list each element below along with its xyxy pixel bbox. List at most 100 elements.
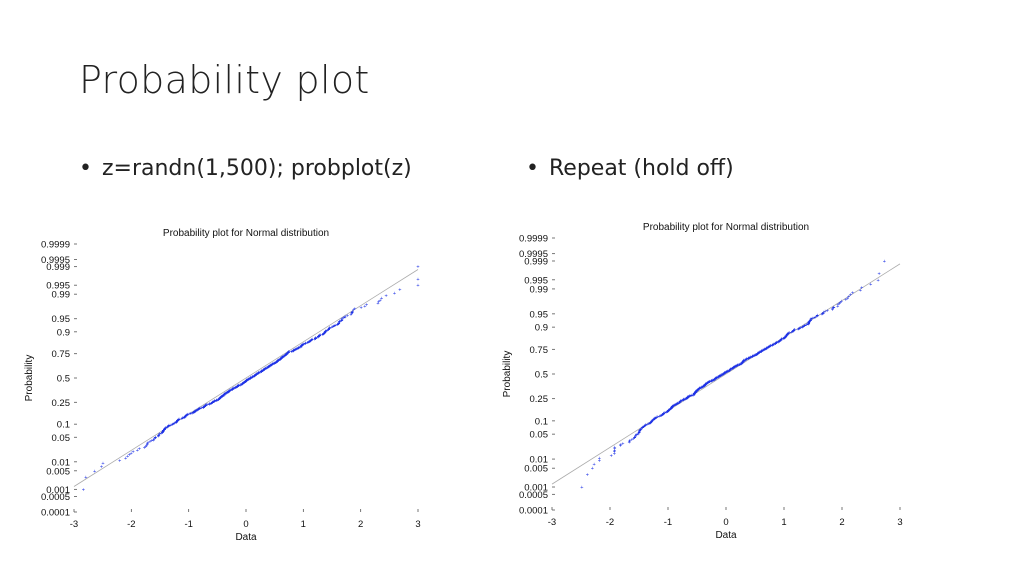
data-point: + xyxy=(786,332,789,338)
data-point: + xyxy=(244,379,247,385)
data-point: + xyxy=(876,278,879,284)
data-point: + xyxy=(674,402,677,408)
data-point: + xyxy=(787,331,790,337)
data-point: + xyxy=(792,328,795,334)
data-point: + xyxy=(704,382,707,388)
data-point: + xyxy=(732,365,735,371)
data-point: + xyxy=(728,369,731,375)
data-point: + xyxy=(721,372,724,378)
data-point: + xyxy=(719,373,722,379)
data-point: + xyxy=(188,412,191,418)
data-point: + xyxy=(93,469,96,475)
data-point: + xyxy=(176,419,179,425)
data-point: + xyxy=(831,307,834,313)
data-point: + xyxy=(767,345,770,351)
data-point: + xyxy=(809,318,812,324)
data-point: + xyxy=(780,337,783,343)
data-point: + xyxy=(158,432,161,438)
data-point: + xyxy=(220,394,223,400)
data-point: + xyxy=(758,350,761,356)
data-point: + xyxy=(702,384,705,390)
data-point: + xyxy=(331,325,334,331)
data-point: + xyxy=(227,389,230,395)
data-point: + xyxy=(214,398,217,404)
data-point: + xyxy=(255,372,258,378)
data-point: + xyxy=(724,370,727,376)
data-point: + xyxy=(398,287,401,293)
data-point: + xyxy=(138,447,141,453)
data-point: + xyxy=(223,392,226,398)
data-point: + xyxy=(255,372,258,378)
data-point: + xyxy=(744,357,747,363)
data-point: + xyxy=(190,411,193,417)
data-point: + xyxy=(211,401,214,407)
data-point: + xyxy=(667,409,670,415)
data-point: + xyxy=(670,405,673,411)
data-point: + xyxy=(213,399,216,405)
data-point: + xyxy=(705,381,708,387)
data-point: + xyxy=(694,390,697,396)
data-point: + xyxy=(279,356,282,362)
data-point: + xyxy=(225,390,228,396)
data-point: + xyxy=(246,377,249,383)
y-tick-label: 0.995 xyxy=(524,275,548,286)
data-point: + xyxy=(815,314,818,320)
data-point: + xyxy=(720,372,723,378)
data-point: + xyxy=(284,353,287,359)
data-point: + xyxy=(760,349,763,355)
data-point: + xyxy=(778,338,781,344)
data-point: + xyxy=(809,317,812,323)
data-point: + xyxy=(769,344,772,350)
data-point: + xyxy=(658,414,661,420)
data-point: + xyxy=(647,421,650,427)
data-point: + xyxy=(285,352,288,358)
data-point: + xyxy=(650,419,653,425)
data-point: + xyxy=(152,437,155,443)
data-point: + xyxy=(270,363,273,369)
data-point: + xyxy=(243,380,246,386)
data-point: + xyxy=(146,440,149,446)
data-point: + xyxy=(683,397,686,403)
data-point: + xyxy=(792,329,795,335)
data-point: + xyxy=(741,360,744,366)
slide-title: Probability plot xyxy=(79,58,370,102)
data-point: + xyxy=(231,387,234,393)
data-point: + xyxy=(878,272,881,278)
data-point: + xyxy=(231,386,234,392)
data-point: + xyxy=(246,378,249,384)
y-tick-label: 0.25 xyxy=(530,394,549,405)
data-point: + xyxy=(379,298,382,304)
y-tick-label: 0.9995 xyxy=(519,249,548,260)
data-point: + xyxy=(215,398,218,404)
data-point: + xyxy=(792,328,795,334)
y-tick-label: 0.9 xyxy=(535,323,548,334)
data-point: + xyxy=(771,343,774,349)
data-point: + xyxy=(682,398,685,404)
data-point: + xyxy=(218,396,221,402)
data-point: + xyxy=(756,352,759,358)
data-point: + xyxy=(758,350,761,356)
data-point: + xyxy=(271,362,274,368)
data-point: + xyxy=(324,329,327,335)
data-point: + xyxy=(260,369,263,375)
y-axis-label: Probability xyxy=(24,355,35,402)
data-point: + xyxy=(239,382,242,388)
data-point: + xyxy=(350,311,353,317)
data-point: + xyxy=(337,321,340,327)
data-point: + xyxy=(740,361,743,367)
data-point: + xyxy=(686,395,689,401)
data-point: + xyxy=(259,370,262,376)
x-tick-label: 2 xyxy=(358,519,363,530)
data-point: + xyxy=(688,394,691,400)
data-point: + xyxy=(257,371,260,377)
data-point: + xyxy=(247,377,250,383)
data-point: + xyxy=(177,417,180,423)
data-point: + xyxy=(327,327,330,333)
data-point: + xyxy=(342,316,345,322)
data-point: + xyxy=(296,346,299,352)
data-point: + xyxy=(693,391,696,397)
data-point: + xyxy=(735,364,738,370)
data-point: + xyxy=(196,407,199,413)
data-point: + xyxy=(161,431,164,437)
data-point: + xyxy=(273,361,276,367)
